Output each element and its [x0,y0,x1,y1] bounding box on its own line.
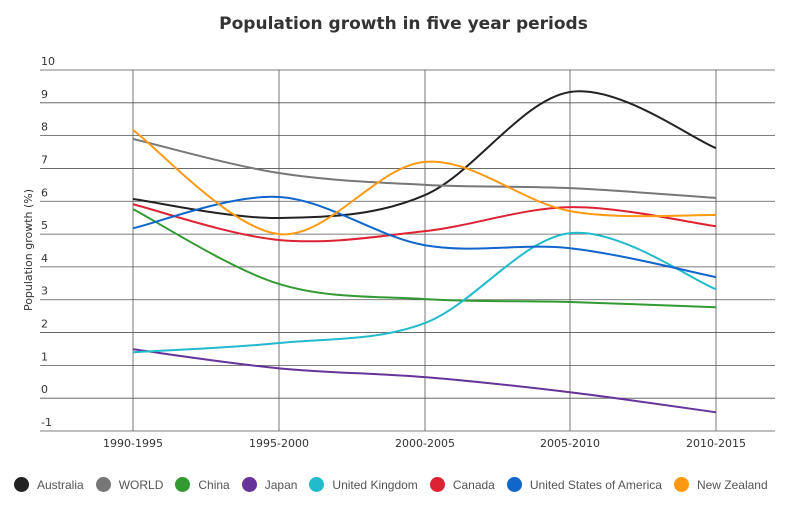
legend-marker [309,477,325,492]
y-tick-label: 6 [41,186,48,199]
x-tick-label: 2005-2010 [540,437,600,450]
series-line-world [132,137,717,199]
legend-label: China [198,477,230,492]
legend-marker [673,477,689,492]
y-tick-label: 1 [41,350,48,363]
y-tick-label: 9 [41,88,48,101]
y-tick-label: 2 [41,318,48,331]
x-tick-label: 1995-2000 [249,437,309,450]
y-tick-label: -1 [41,416,52,429]
legend-item[interactable]: Canada [429,477,495,492]
y-tick-label: 5 [41,219,48,232]
legend-marker [429,477,445,492]
x-tick-label: 1990-1995 [103,437,163,450]
legend-marker [14,477,29,492]
legend-marker [175,477,191,492]
legend: Australia WORLD China Japan United Kingdom Ca… [14,477,797,492]
series-line-japan [132,348,717,414]
legend-label: Japan [264,477,298,492]
legend-item[interactable]: Australia [14,477,84,492]
y-tick-label: 10 [41,55,55,68]
legend-label: New Zealand [696,477,768,492]
chart-title: Population growth in five year periods [219,14,588,34]
legend-item[interactable]: Japan [241,477,298,492]
legend-label: Australia [37,477,84,492]
series-line-united-kingdom [132,231,717,354]
legend-item[interactable]: WORLD [95,477,164,492]
x-tick-label: 2000-2005 [395,437,455,450]
y-tick-label: 0 [41,383,48,396]
legend-label: WORLD [118,477,164,492]
legend-item[interactable]: United Kingdom [309,477,418,492]
legend-item[interactable]: New Zealand [673,477,768,492]
legend-marker [95,477,111,492]
y-tick-label: 7 [41,153,48,166]
x-tick-label: 2010-2015 [686,437,746,450]
series-line-new-zealand [132,129,717,236]
y-tick-label: 3 [41,285,48,298]
series-line-australia [132,90,717,220]
y-axis-label: Population growth (%) [22,189,35,311]
series-line-canada [132,203,717,243]
legend-label: Canada [452,477,495,492]
legend-label: United States of America [529,477,662,492]
y-tick-label: 4 [41,252,48,265]
y-tick-label: 8 [41,121,48,134]
legend-item[interactable]: China [175,477,230,492]
legend-marker [241,477,257,492]
legend-item[interactable]: United States of America [506,477,662,492]
series-line-united-states-of-america [132,195,717,279]
legend-label: United Kingdom [332,477,418,492]
legend-marker [506,477,522,492]
series-line-china [132,208,717,309]
